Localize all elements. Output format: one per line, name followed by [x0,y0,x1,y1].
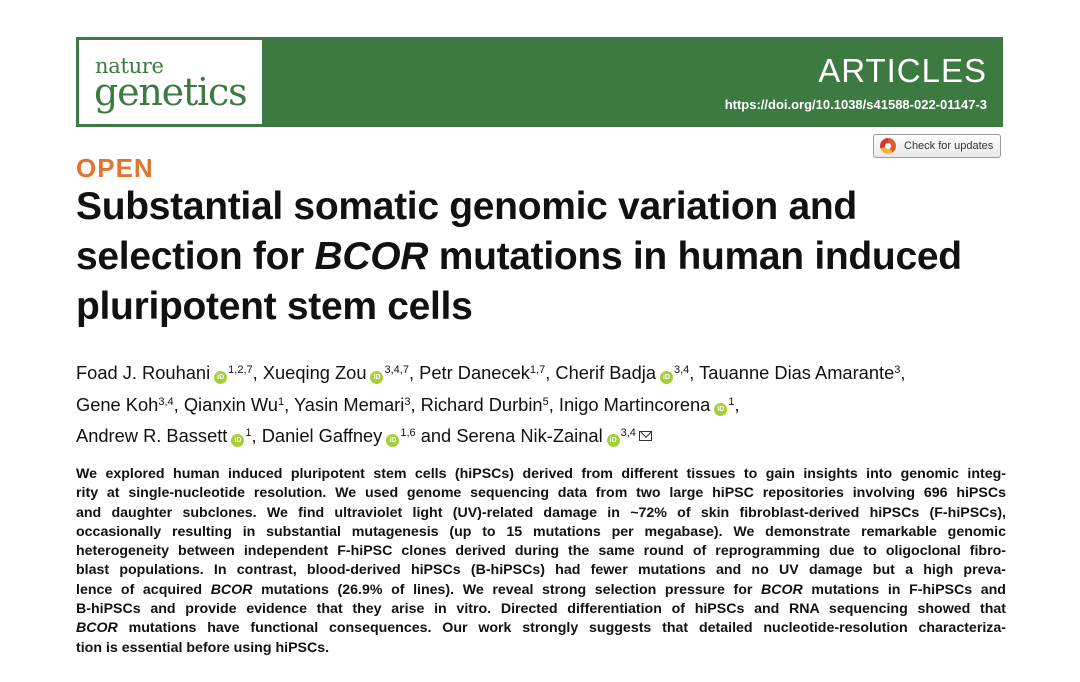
abstract-segment: BCOR [76,620,118,637]
author-separator: , [408,362,415,383]
author-name[interactable]: Petr Danecek [419,362,530,383]
author-name[interactable]: Yasin Memari [293,393,405,415]
orcid-icon[interactable]: iD [714,402,728,416]
affiliation-marker: 3 [404,395,411,408]
author-separator: , [734,393,740,415]
affiliation-marker: 1 [277,395,285,408]
abstract-line: tion is essential before using hiPSCs. [76,639,1006,658]
orcid-icon[interactable]: iD [370,371,384,384]
affiliation-marker: 1,6 [400,427,416,439]
author-separator: , [900,362,906,383]
abstract-line: occasionally resulting in substantial mu… [76,523,1006,542]
affiliation-marker: 1,2,7 [228,364,253,376]
abstract-segment: rity at single-nucleotide resolution. We… [76,485,1006,502]
author-separator: , [252,362,258,383]
title-line: Substantial somatic genomic variation an… [76,182,1006,232]
author-name[interactable]: Richard Durbin [420,393,543,415]
abstract-segment: We explored human induced pluripotent st… [76,466,1006,482]
abstract-segment: lence of acquired [76,581,211,598]
abstract-line: BCOR mutations have functional consequen… [76,619,1006,638]
article-title: Substantial somatic genomic variation an… [76,182,1006,332]
author-name[interactable]: Andrew R. Bassett [76,425,228,446]
author-separator: , [545,362,551,383]
journal-logo[interactable]: nature genetics [79,40,262,124]
orcid-icon[interactable]: iD [214,371,228,384]
author-separator: , [689,362,695,383]
affiliation-marker: 1,7 [529,364,546,376]
abstract: We explored human induced pluripotent st… [76,465,1006,658]
title-segment: BCOR [314,235,429,278]
affiliation-marker: 3,4,7 [384,364,409,376]
author-separator: , [251,425,257,446]
logo-text-genetics: genetics [94,70,248,114]
crossmark-icon [880,138,896,154]
title-line: selection for BCOR mutations in human in… [76,232,1006,282]
check-for-updates-button[interactable]: Check for updates [873,134,1001,158]
author-name[interactable]: Tauanne Dias Amarante [699,362,895,383]
author-name[interactable]: Gene Koh [76,393,159,415]
abstract-segment: occasionally resulting in substantial mu… [76,523,1006,540]
author-separator: , [548,393,554,415]
author-separator: , [173,393,179,415]
author-name[interactable]: Inigo Martincorena [558,393,711,415]
orcid-icon[interactable]: iD [231,434,245,447]
abstract-segment: B-hiPSCs and provide evidence that they … [76,601,1006,618]
affiliation-marker: 3,4 [674,364,690,376]
affiliation-marker: 3 [894,364,901,376]
abstract-segment: and daughter subclones. We find ultravio… [76,504,1006,521]
affiliation-marker: 1 [245,427,252,439]
abstract-line: blast populations. In contrast, blood-de… [76,561,1006,580]
abstract-line: We explored human induced pluripotent st… [76,465,1006,484]
abstract-line: rity at single-nucleotide resolution. We… [76,484,1006,503]
abstract-segment: mutations in F-hiPSCs and [802,581,1006,598]
abstract-line: B-hiPSCs and provide evidence that they … [76,600,1006,619]
abstract-segment: heterogeneity between independent F-hiPS… [76,543,1006,560]
title-segment: Substantial somatic genomic variation an… [76,185,857,228]
doi-link[interactable]: https://doi.org/10.1038/s41588-022-01147… [724,97,987,112]
abstract-segment: mutations (26.9% of lines). We reveal st… [252,581,762,598]
author-name[interactable]: Daniel Gaffney [261,425,383,446]
author-separator: and [415,425,452,446]
affiliation-marker: 3,4 [158,395,174,408]
orcid-icon[interactable]: iD [660,371,673,384]
abstract-segment: mutations have functional consequences. … [117,620,1006,637]
abstract-line: lence of acquired BCOR mutations (26.9% … [76,581,1006,600]
abstract-segment: BCOR [761,581,803,598]
affiliation-marker: 3,4 [620,427,636,439]
author-name[interactable]: Qianxin Wu [183,393,278,415]
abstract-line: heterogeneity between independent F-hiPS… [76,542,1006,561]
journal-banner: nature genetics ARTICLES https://doi.org… [76,37,1003,127]
author-separator: , [284,393,290,415]
logo-text-nature: nature [95,54,164,78]
title-line: pluripotent stem cells [76,282,1006,332]
abstract-segment: BCOR [210,581,253,598]
author-name[interactable]: Xueqing Zou [262,362,367,383]
affiliation-marker: 5 [542,395,549,408]
abstract-segment: tion is essential before using hiPSCs. [76,639,330,656]
title-segment: mutations in human induced [428,235,962,278]
author-separator: , [410,393,416,415]
author-list: Foad J. Rouhani iD1,2,7, Xueqing Zou iD3,4… [76,356,1006,451]
author-name[interactable]: Foad J. Rouhani [76,362,211,383]
email-icon[interactable] [638,431,652,441]
abstract-line: and daughter subclones. We find ultravio… [76,504,1006,523]
orcid-icon[interactable]: iD [606,434,620,447]
check-for-updates-label: Check for updates [904,140,994,152]
title-segment: pluripotent stem cells [76,285,473,328]
affiliation-marker: 1 [728,395,735,408]
open-access-label: OPEN [76,153,154,183]
abstract-segment: blast populations. In contrast, blood-de… [76,562,1006,579]
title-segment: selection for [76,235,315,278]
orcid-icon[interactable]: iD [386,434,400,447]
author-name[interactable]: Cherif Badja [555,362,656,383]
author-name[interactable]: Serena Nik-Zainal [456,425,603,446]
section-label: ARTICLES [818,52,987,89]
